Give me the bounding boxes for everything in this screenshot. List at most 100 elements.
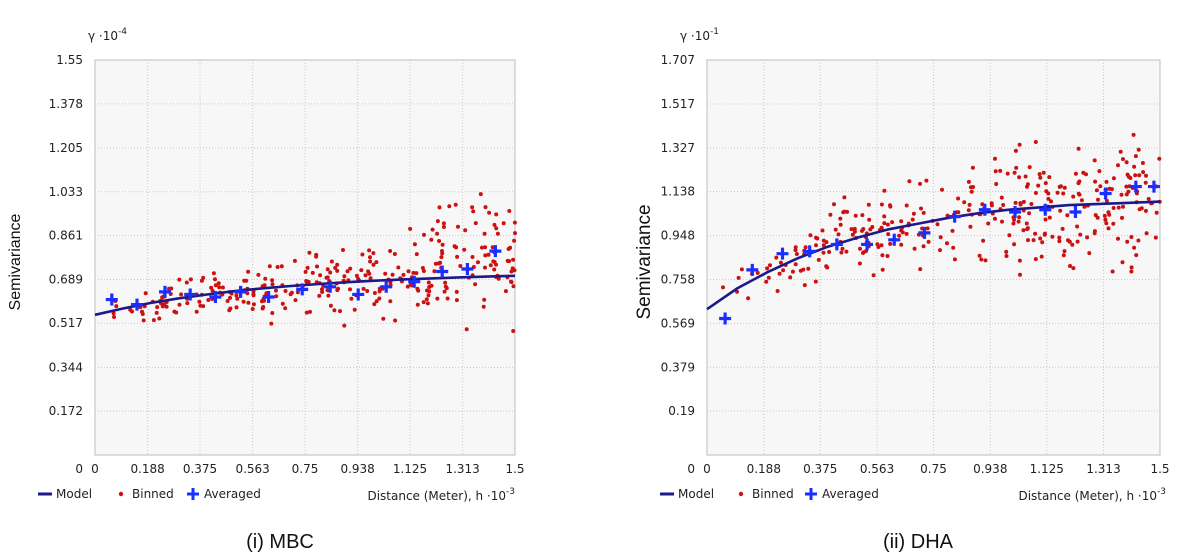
binned-point <box>377 296 382 301</box>
panel-caption: (ii) DHA <box>883 531 954 553</box>
binned-point <box>1154 210 1159 215</box>
averaged-point <box>746 263 759 276</box>
binned-point <box>911 211 916 216</box>
binned-point <box>506 247 511 251</box>
binned-point <box>424 297 429 302</box>
binned-point <box>270 311 275 315</box>
binned-point <box>1058 208 1063 213</box>
binned-point <box>437 239 442 243</box>
binned-point <box>335 268 340 273</box>
binned-point <box>435 231 440 236</box>
x-unit-label: Distance (Meter), h ·10-3 <box>367 487 515 503</box>
binned-point <box>217 285 222 290</box>
x-tick-label: 0.938 <box>340 462 374 476</box>
binned-point <box>1017 175 1022 180</box>
binned-point <box>1047 175 1052 180</box>
binned-point <box>209 285 214 290</box>
x-tick-label: 1.5 <box>505 462 524 476</box>
binned-point <box>1033 191 1038 195</box>
binned-point <box>213 283 218 288</box>
binned-point <box>1046 196 1051 201</box>
binned-point <box>315 264 319 269</box>
binned-point <box>303 269 308 274</box>
legend-model-label: Model <box>678 487 714 501</box>
binned-point <box>986 221 991 226</box>
panel-caption: (i) MBC <box>246 531 314 553</box>
binned-point <box>368 259 373 264</box>
binned-point <box>263 276 268 281</box>
binned-point <box>808 233 813 238</box>
binned-point <box>842 209 847 214</box>
binned-point <box>1046 191 1051 196</box>
binned-point <box>1060 226 1065 231</box>
binned-point <box>768 263 772 268</box>
binned-point <box>197 299 202 304</box>
binned-point <box>1057 239 1062 244</box>
binned-point <box>1079 198 1084 203</box>
binned-point <box>496 276 501 281</box>
binned-point <box>1077 179 1082 184</box>
binned-point <box>1078 232 1083 237</box>
binned-point <box>899 219 904 224</box>
binned-point <box>790 269 795 274</box>
binned-point <box>912 246 917 251</box>
binned-point <box>852 229 857 234</box>
binned-point <box>1095 215 1100 220</box>
binned-point <box>295 290 300 295</box>
y-tick-label: 0.689 <box>49 272 83 286</box>
binned-point <box>140 312 145 316</box>
binned-point <box>188 277 193 282</box>
binned-point <box>852 226 857 231</box>
binned-point <box>793 248 798 253</box>
binned-point <box>1097 169 1102 174</box>
y-tick-label: 0.19 <box>668 404 695 418</box>
binned-point <box>256 272 261 277</box>
binned-point <box>962 200 967 205</box>
binned-point <box>1037 172 1042 177</box>
binned-point <box>950 228 955 233</box>
averaged-point <box>1009 206 1022 219</box>
binned-point <box>310 270 315 275</box>
binned-point <box>372 291 377 295</box>
binned-point <box>1017 142 1022 147</box>
x-tick-label: 0.563 <box>235 462 269 476</box>
binned-point <box>306 279 311 284</box>
binned-point <box>966 179 971 184</box>
binned-point <box>270 282 275 287</box>
binned-point <box>482 231 487 236</box>
binned-point <box>157 316 162 321</box>
binned-point <box>1137 173 1142 178</box>
binned-point <box>886 232 891 237</box>
panel-mbc: 0 0.188 0.375 0.563 0.75 0.938 1.125 1.313 1.5 0… <box>7 27 525 553</box>
binned-point <box>216 281 221 286</box>
binned-point <box>821 243 826 248</box>
binned-point <box>1057 184 1062 189</box>
x-tick-label: 0 <box>703 462 711 476</box>
binned-point <box>833 227 838 232</box>
binned-point <box>1157 156 1162 161</box>
averaged-point <box>209 291 222 303</box>
binned-point <box>871 273 876 278</box>
y-unit-label: γ ·10-4 <box>88 27 127 43</box>
binned-point <box>274 288 278 293</box>
binned-point <box>1041 170 1046 175</box>
binned-point <box>511 257 516 262</box>
binned-point <box>1068 264 1072 268</box>
binned-point <box>839 250 844 255</box>
binned-point <box>393 318 398 323</box>
binned-point <box>235 296 240 301</box>
binned-point <box>317 293 322 298</box>
legend-averaged-swatch <box>805 488 817 500</box>
x-tick-label: 0.375 <box>803 462 837 476</box>
binned-point <box>879 202 884 207</box>
binned-point <box>1144 173 1148 178</box>
binned-point <box>853 213 858 218</box>
binned-point <box>858 246 862 251</box>
binned-point <box>1140 161 1145 165</box>
legend-model-label: Model <box>56 487 92 501</box>
averaged-point <box>1069 206 1082 219</box>
binned-point <box>882 188 887 193</box>
binned-point <box>1106 226 1111 231</box>
averaged-point <box>719 312 732 325</box>
